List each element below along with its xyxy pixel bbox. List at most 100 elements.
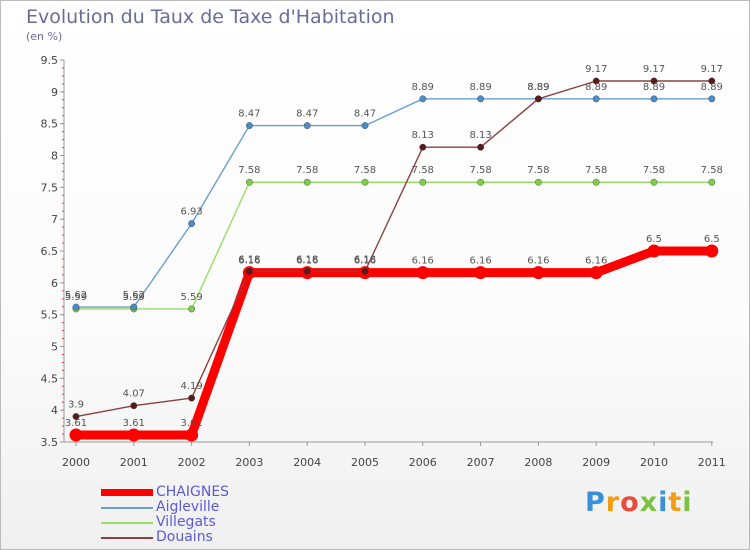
data-label: 4.07 — [123, 389, 145, 400]
data-label: 7.58 — [527, 165, 549, 176]
data-point — [589, 266, 603, 280]
y-tick-label: 7.5 — [41, 181, 59, 194]
data-point — [303, 267, 311, 275]
data-point — [361, 267, 369, 275]
data-label: 7.58 — [469, 165, 491, 176]
data-label: 7.58 — [354, 165, 376, 176]
data-label: 8.89 — [701, 82, 723, 93]
data-label: 9.17 — [701, 64, 723, 75]
data-label: 8.89 — [585, 82, 607, 93]
data-point — [69, 428, 83, 442]
data-label: 6.16 — [527, 256, 549, 267]
data-label: 6.18 — [354, 254, 376, 265]
data-point — [72, 303, 80, 311]
data-label: 5.62 — [123, 290, 145, 301]
logo-letter: x — [639, 487, 659, 518]
legend-item-aigleville: Aigleville — [101, 500, 301, 515]
data-label: 8.47 — [238, 109, 260, 120]
data-label: 3.61 — [65, 418, 87, 429]
data-point — [477, 143, 484, 151]
data-point — [650, 95, 658, 103]
data-label: 6.16 — [585, 256, 607, 267]
series-lines — [71, 80, 717, 440]
data-label: 8.89 — [469, 82, 491, 93]
data-label: 3.9 — [68, 400, 84, 411]
y-tick-label: 6 — [51, 277, 58, 290]
data-point — [531, 266, 545, 280]
data-point — [477, 178, 484, 186]
data-label: 8.89 — [527, 82, 549, 93]
data-point — [592, 77, 600, 85]
data-label: 5.59 — [123, 292, 145, 303]
logo-letter: i — [682, 487, 693, 518]
data-point — [416, 266, 430, 280]
data-label: 6.18 — [296, 254, 318, 265]
y-tick-label: 3.5 — [41, 436, 59, 449]
x-tick-label: 2011 — [698, 456, 726, 469]
chart-title: Evolution du Taux de Taxe d'Habitation — [26, 6, 395, 28]
y-tick-label: 8.5 — [41, 118, 59, 131]
x-tick-label: 2006 — [409, 456, 437, 469]
data-label: 3.61 — [180, 418, 202, 429]
data-point — [477, 95, 484, 103]
x-tick-label: 2010 — [640, 456, 668, 469]
data-point — [130, 402, 138, 410]
data-label: 6.93 — [180, 207, 202, 218]
data-label: 7.58 — [412, 165, 434, 176]
data-label: 6.16 — [238, 256, 260, 267]
series-line-aigleville — [75, 98, 713, 308]
data-point — [361, 122, 369, 129]
logo-letter: t — [668, 487, 683, 518]
x-tick-label: 2004 — [293, 456, 321, 469]
series-line-chaignes — [71, 246, 717, 440]
series-line-douains — [75, 80, 713, 418]
y-tick-label: 8 — [51, 150, 58, 163]
data-label: 6.16 — [354, 256, 376, 267]
data-label: 9.17 — [643, 64, 665, 75]
y-tick-label: 4 — [51, 404, 58, 417]
logo-letter: o — [620, 487, 640, 518]
y-tick-label: 6.5 — [41, 245, 59, 258]
x-tick-label: 2009 — [582, 456, 610, 469]
data-point — [650, 77, 658, 85]
legend-swatch — [101, 522, 153, 524]
x-tick-label: 2001 — [120, 456, 148, 469]
data-label: 6.5 — [704, 234, 720, 245]
y-tick-label: 9.5 — [41, 54, 59, 67]
data-point — [130, 303, 138, 311]
data-point — [303, 122, 311, 129]
data-point — [708, 77, 716, 85]
data-point — [303, 178, 311, 186]
y-tick-label: 7 — [51, 213, 58, 226]
data-point — [127, 428, 141, 442]
data-label: 5.62 — [65, 290, 87, 301]
series-line-villegats — [75, 181, 713, 310]
data-point — [708, 95, 716, 103]
proxiti-logo: Proxiti — [585, 487, 693, 518]
series-points — [69, 77, 719, 442]
logo-letter: P — [585, 487, 606, 518]
data-point — [72, 413, 80, 420]
legend-swatch — [101, 489, 153, 496]
legend-item-villegats: Villegats — [101, 515, 301, 530]
data-label: 8.47 — [354, 109, 376, 120]
data-point — [650, 178, 658, 186]
data-label: 3.61 — [123, 418, 145, 429]
legend-label: Douains — [156, 529, 213, 545]
x-tick-label: 2000 — [62, 456, 90, 469]
data-point — [245, 178, 253, 186]
chart-subtitle: (en %) — [26, 30, 63, 43]
data-label: 6.16 — [469, 256, 491, 267]
data-point — [474, 266, 488, 280]
x-tick-label: 2005 — [351, 456, 379, 469]
data-point — [185, 428, 199, 442]
y-tick-label: 4.5 — [41, 372, 59, 385]
y-tick-label: 9 — [51, 86, 58, 99]
data-point — [419, 143, 427, 151]
data-point — [188, 220, 196, 228]
data-point — [705, 244, 719, 258]
legend: CHAIGNES Aigleville Villegats Douains — [101, 485, 301, 545]
